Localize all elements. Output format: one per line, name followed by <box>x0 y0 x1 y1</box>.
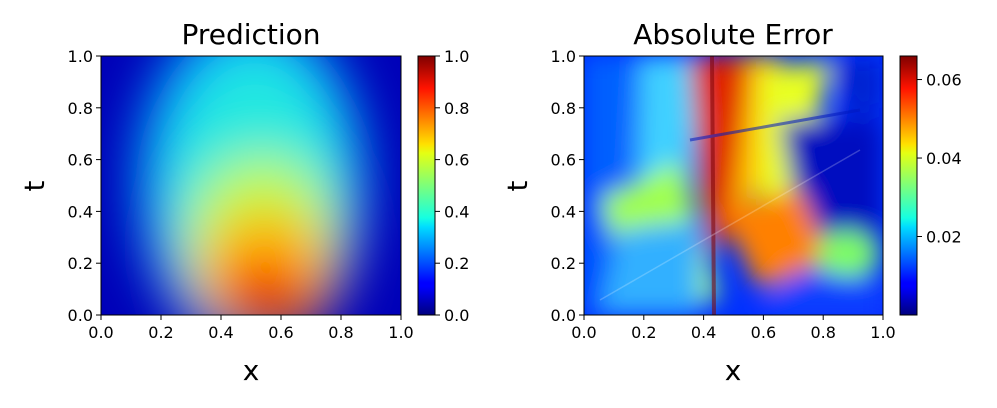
error-xlabel: x <box>725 354 742 387</box>
prediction-xtick-label: 0.8 <box>328 323 353 342</box>
prediction-cbtick-label: 0.4 <box>444 202 469 221</box>
prediction-y-ticks: 0.0 0.2 0.4 0.6 0.8 1.0 <box>68 47 101 325</box>
error-colorbar <box>900 56 917 315</box>
prediction-xtick-label: 0.0 <box>88 323 113 342</box>
prediction-cbtick-label: 0.6 <box>444 151 469 170</box>
prediction-colorbar-frame <box>417 55 436 316</box>
prediction-ytick-label: 1.0 <box>68 47 93 66</box>
error-xtick-label: 1.0 <box>870 323 895 342</box>
error-cbtick-label: 0.02 <box>926 228 962 247</box>
prediction-cbtick-label: 0.8 <box>444 99 469 118</box>
error-axes-frame <box>583 55 884 316</box>
error-ytick-label: 0.4 <box>551 202 576 221</box>
error-y-ticks: 0.0 0.2 0.4 0.6 0.8 1.0 <box>551 47 584 325</box>
prediction-colorbar <box>418 56 435 315</box>
error-heatmap <box>584 56 883 315</box>
error-xtick-label: 0.8 <box>810 323 835 342</box>
error-ytick-label: 0.8 <box>551 99 576 118</box>
error-xtick-label: 0.4 <box>691 323 716 342</box>
prediction-cbtick-label: 1.0 <box>444 47 469 66</box>
error-title: Absolute Error <box>633 18 833 51</box>
prediction-ytick-label: 0.2 <box>68 254 93 273</box>
error-cbtick-label: 0.04 <box>926 149 962 168</box>
error-ytick-label: 1.0 <box>551 47 576 66</box>
error-xtick-label: 0.2 <box>631 323 656 342</box>
error-panel: Absolute Error <box>501 18 962 387</box>
error-colorbar-frame <box>899 55 918 316</box>
prediction-axes-frame <box>100 55 402 316</box>
prediction-colorbar-ticks: 0.0 0.2 0.4 0.6 0.8 1.0 <box>435 47 469 325</box>
prediction-ytick-label: 0.8 <box>68 99 93 118</box>
prediction-xlabel: x <box>243 354 260 387</box>
error-x-ticks: 0.0 0.2 0.4 0.6 0.8 1.0 <box>571 315 896 342</box>
prediction-cbtick-label: 0.0 <box>444 306 469 325</box>
error-ytick-label: 0.0 <box>551 306 576 325</box>
error-cbtick-label: 0.06 <box>926 71 962 90</box>
prediction-ytick-label: 0.6 <box>68 151 93 170</box>
prediction-xtick-label: 0.4 <box>208 323 233 342</box>
prediction-heatmap <box>101 56 401 315</box>
error-ytick-label: 0.2 <box>551 254 576 273</box>
prediction-cbtick-label: 0.2 <box>444 254 469 273</box>
error-xtick-label: 0.0 <box>571 323 596 342</box>
prediction-ytick-label: 0.4 <box>68 202 93 221</box>
prediction-xtick-label: 0.6 <box>268 323 293 342</box>
prediction-ytick-label: 0.0 <box>68 306 93 325</box>
error-colorbar-ticks: 0.02 0.04 0.06 <box>917 71 962 247</box>
prediction-panel: Prediction 0.0 0.2 0.4 0.6 0.8 1.0 0.00.20.40… <box>18 18 469 387</box>
prediction-x-ticks: 0.0 0.2 0.4 0.6 0.8 1.0 <box>88 315 414 342</box>
error-ylabel: t <box>501 180 534 191</box>
prediction-ylabel: t <box>18 180 51 191</box>
prediction-xtick-label: 0.2 <box>148 323 173 342</box>
prediction-title: Prediction <box>181 18 320 51</box>
prediction-xtick-label: 1.0 <box>388 323 413 342</box>
error-ytick-label: 0.6 <box>551 151 576 170</box>
error-xtick-label: 0.6 <box>751 323 776 342</box>
